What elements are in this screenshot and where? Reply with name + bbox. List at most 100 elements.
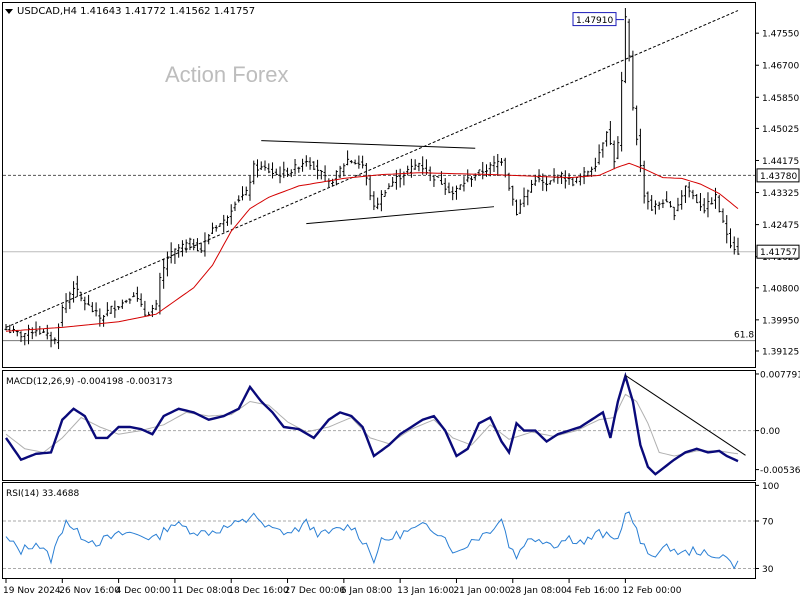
ohlc-bar xyxy=(383,189,387,197)
macd-axis-label: -0.005367 xyxy=(760,466,800,476)
rsi-title: RSI(14) 33.4688 xyxy=(6,489,79,499)
time-axis-label: 11 Dec 08:00 xyxy=(172,586,233,596)
svg-text:1.47910: 1.47910 xyxy=(576,16,613,26)
price-axis-label: 1.44175 xyxy=(762,157,799,167)
ohlc-bar xyxy=(229,204,233,225)
ohlc-bar xyxy=(248,175,252,201)
ohlc-bar xyxy=(650,195,654,211)
moving-average-line xyxy=(5,162,739,332)
ohlc-bar xyxy=(379,190,383,212)
ohlc-bar xyxy=(623,8,627,84)
ohlc-bar xyxy=(267,163,271,174)
ohlc-bar xyxy=(19,331,23,343)
ohlc-bar xyxy=(394,169,398,190)
ohlc-bar xyxy=(496,153,500,176)
ohlc-bar xyxy=(12,325,16,333)
ohlc-bar xyxy=(297,166,301,173)
ohlc-bar xyxy=(75,275,79,297)
ohlc-bar xyxy=(218,223,222,227)
ohlc-bar xyxy=(702,198,706,214)
ohlc-bar xyxy=(49,331,53,348)
ohlc-bar xyxy=(109,305,113,314)
ohlc-bar xyxy=(60,304,64,327)
ohlc-bar xyxy=(413,159,417,170)
macd-panel-frame xyxy=(2,370,756,481)
ohlc-bar xyxy=(368,175,372,201)
time-axis-label: 12 Feb 00:00 xyxy=(622,586,681,596)
ohlc-bar xyxy=(721,208,725,223)
ohlc-bar xyxy=(680,190,684,210)
ohlc-bar xyxy=(203,232,207,257)
ohlc-bar xyxy=(240,186,244,201)
ohlc-bar xyxy=(162,258,166,289)
ohlc-bar xyxy=(518,199,522,214)
ohlc-bar xyxy=(575,177,579,184)
ohlc-bar xyxy=(597,144,601,165)
ohlc-bar xyxy=(165,251,169,277)
ohlc-bar xyxy=(503,157,507,178)
ohlc-bar xyxy=(38,325,42,335)
time-axis-label: 19 Nov 2024 xyxy=(3,586,61,596)
price-axis-label: 1.39950 xyxy=(762,316,799,326)
ohlc-bar xyxy=(605,131,609,147)
ohlc-bar xyxy=(27,324,31,345)
ohlc-bar xyxy=(105,302,109,317)
ohlc-bar xyxy=(195,238,199,252)
ohlc-bar xyxy=(316,159,320,180)
ohlc-bar xyxy=(454,185,458,200)
ohlc-bar xyxy=(8,324,12,334)
ohlc-bar xyxy=(271,162,275,179)
ohlc-bar xyxy=(428,166,432,182)
triangle-upper-line xyxy=(261,140,476,149)
ohlc-bar xyxy=(447,182,451,194)
ohlc-bar xyxy=(511,185,515,206)
ohlc-bar xyxy=(567,173,571,185)
ohlc-bar xyxy=(312,161,316,171)
ohlc-bar xyxy=(188,237,192,251)
ohlc-bar xyxy=(342,163,346,177)
ohlc-bar xyxy=(537,169,541,183)
time-axis-label: 13 Jan 16:00 xyxy=(397,586,454,596)
ohlc-bar xyxy=(327,178,331,188)
ohlc-bar xyxy=(135,286,139,302)
ohlc-bar xyxy=(451,186,455,201)
ohlc-bar xyxy=(346,150,350,166)
macd-title: MACD(12,26,9) -0.004198 -0.003173 xyxy=(6,377,172,387)
macd-main-line xyxy=(5,371,739,476)
time-axis-label: 27 Dec 00:00 xyxy=(285,586,346,596)
ohlc-bar xyxy=(274,168,278,176)
ohlc-bar xyxy=(64,293,68,314)
ohlc-bar xyxy=(158,272,162,315)
ohlc-bar xyxy=(353,159,357,165)
ohlc-bar xyxy=(683,185,687,203)
ohlc-bar xyxy=(507,172,511,191)
price-axis-label: 1.42475 xyxy=(762,221,799,231)
ohlc-bar xyxy=(94,302,98,317)
ohlc-bar xyxy=(710,197,714,205)
rsi-panel-frame xyxy=(2,482,756,579)
ohlc-bar xyxy=(173,248,177,264)
ohlc-bar xyxy=(282,161,286,179)
ohlc-bar xyxy=(214,225,218,232)
ohlc-bar xyxy=(102,314,106,327)
ohlc-bar xyxy=(53,337,57,345)
ohlc-bar xyxy=(42,328,46,333)
ohlc-bar xyxy=(192,238,196,251)
ohlc-bar xyxy=(668,200,672,208)
ohlc-bar xyxy=(154,299,158,311)
ohlc-bar xyxy=(657,201,661,210)
price-panel-frame xyxy=(2,2,756,368)
price-chart-title: USDCAD,H4 1.41643 1.41772 1.41562 1.4175… xyxy=(17,6,255,17)
ohlc-bar xyxy=(263,160,267,171)
ohlc-bar xyxy=(545,175,549,192)
ohlc-bar xyxy=(590,166,594,177)
ohlc-bar xyxy=(725,215,729,244)
ohlc-bar xyxy=(23,333,27,346)
ohlc-bar xyxy=(530,179,534,193)
ohlc-bar xyxy=(233,201,237,212)
collapse-triangle-icon[interactable] xyxy=(5,9,13,14)
price-axis-label: 1.46700 xyxy=(762,62,799,72)
ohlc-bar xyxy=(128,298,132,304)
price-axis-label: 1.39125 xyxy=(762,347,799,357)
